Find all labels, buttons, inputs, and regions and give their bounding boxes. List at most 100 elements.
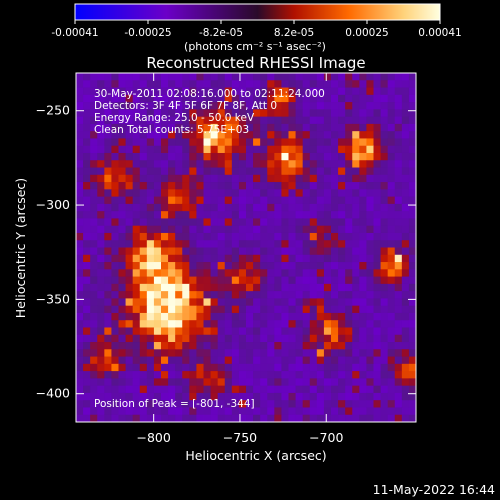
heatmap-cell: [394, 87, 403, 96]
heatmap-cell: [210, 240, 219, 248]
heatmap-cell: [281, 298, 289, 307]
heatmap-cell: [132, 342, 141, 350]
heatmap-cell: [175, 203, 183, 212]
heatmap-cell: [352, 298, 360, 307]
heatmap-cell: [253, 145, 261, 154]
heatmap-cell: [104, 203, 112, 212]
heatmap-cell: [97, 94, 105, 103]
heatmap-cell: [168, 400, 176, 408]
heatmap-cell: [331, 102, 339, 110]
heatmap-cell: [302, 189, 311, 197]
plot-frame: [75, 72, 417, 423]
heatmap-cell: [267, 414, 275, 423]
heatmap-cell: [196, 342, 204, 350]
heatmap-cell: [231, 392, 240, 401]
heatmap-cell: [132, 218, 141, 227]
heatmap-cell: [203, 254, 211, 263]
heatmap-cell: [125, 131, 134, 139]
heatmap-cell: [217, 196, 226, 205]
heatmap-cell: [76, 211, 84, 219]
heatmap-cell: [146, 320, 155, 328]
heatmap-cell: [401, 269, 410, 277]
heatmap-cell: [359, 138, 367, 147]
heatmap-cell: [104, 94, 112, 103]
x-axis-label: Heliocentric X (arcsec): [185, 448, 326, 463]
heatmap-cell: [267, 334, 275, 343]
heatmap-cell: [97, 73, 105, 81]
heatmap-cell: [387, 131, 396, 139]
heatmap-cell: [118, 123, 126, 132]
heatmap-cell: [182, 327, 190, 336]
heatmap-cell: [196, 174, 204, 183]
heatmap-cell: [139, 342, 148, 350]
heatmap-cell: [288, 109, 296, 118]
heatmap-cell: [408, 240, 417, 248]
y-axis-label: Heliocentric Y (arcsec): [13, 178, 28, 318]
heatmap-cell: [104, 334, 112, 343]
heatmap-cell: [345, 276, 353, 285]
heatmap-cell: [401, 225, 410, 234]
heatmap-cell: [90, 283, 98, 292]
heatmap-cell: [387, 94, 396, 103]
heatmap-cell: [246, 145, 254, 154]
heatmap-cell: [394, 254, 403, 263]
heatmap-cell: [323, 109, 332, 118]
heatmap-cell: [366, 189, 374, 197]
heatmap-cell: [359, 334, 367, 343]
heatmap-cell: [380, 334, 389, 343]
heatmap-cell: [302, 414, 311, 423]
heatmap-cell: [132, 145, 141, 154]
heatmap-cell: [217, 378, 226, 387]
heatmap-cell: [104, 320, 112, 328]
heatmap-cell: [316, 211, 325, 219]
heatmap-cell: [401, 174, 410, 183]
heatmap-cell: [224, 196, 233, 205]
heatmap-cell: [387, 269, 396, 277]
heatmap-cell: [246, 116, 254, 125]
heatmap-cell: [281, 269, 289, 277]
heatmap-cell: [345, 305, 353, 314]
heatmap-cell: [267, 349, 275, 357]
heatmap-cell: [210, 189, 219, 197]
heatmap-cell: [281, 131, 289, 139]
heatmap-cell: [196, 269, 204, 277]
heatmap-cell: [380, 131, 389, 139]
heatmap-cell: [161, 167, 169, 176]
heatmap-cell: [97, 189, 105, 197]
heatmap-cell: [401, 371, 410, 379]
heatmap-cell: [345, 247, 353, 256]
heatmap-cell: [274, 138, 282, 147]
heatmap-cell: [352, 87, 360, 96]
heatmap-cell: [246, 196, 254, 205]
heatmap-cell: [231, 378, 240, 387]
heatmap-cell: [238, 392, 247, 401]
heatmap-cell: [260, 160, 268, 168]
heatmap-cell: [146, 102, 155, 110]
heatmap-cell: [288, 320, 296, 328]
heatmap-cell: [274, 218, 282, 227]
heatmap-cell: [380, 276, 389, 285]
heatmap-cell: [231, 356, 240, 365]
heatmap-cell: [295, 407, 304, 416]
heatmap-cell: [146, 116, 155, 125]
heatmap-cell: [352, 334, 360, 343]
heatmap-cell: [238, 102, 247, 110]
heatmap-cell: [359, 363, 367, 372]
heatmap-cell: [153, 240, 162, 248]
heatmap-cell: [338, 116, 346, 125]
heatmap-cell: [118, 167, 126, 176]
heatmap-cell: [104, 276, 112, 285]
heatmap-cell: [153, 298, 162, 307]
heatmap-cell: [224, 218, 233, 227]
heatmap-cell: [373, 167, 381, 176]
heatmap-cell: [97, 232, 105, 241]
heatmap-cell: [182, 160, 190, 168]
heatmap-cell: [224, 414, 233, 423]
heatmap-cell: [253, 320, 261, 328]
heatmap-cell: [338, 131, 346, 139]
heatmap-cell: [316, 327, 325, 336]
heatmap-cell: [97, 320, 105, 328]
heatmap-cell: [182, 320, 190, 328]
heatmap-cell: [274, 123, 282, 132]
heatmap-cell: [267, 378, 275, 387]
